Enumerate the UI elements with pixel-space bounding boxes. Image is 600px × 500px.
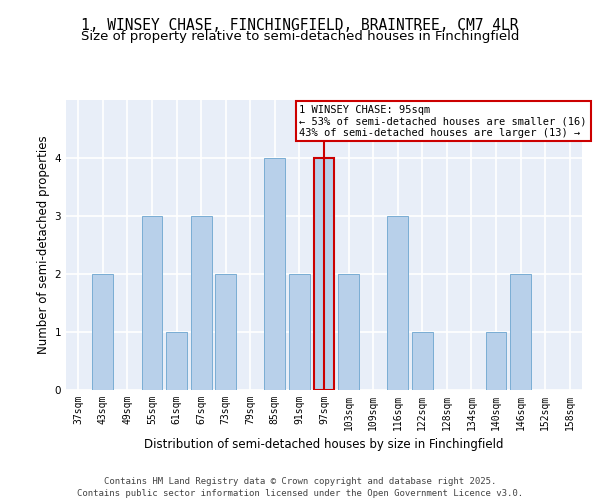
Bar (485, 332, 506, 390)
Bar (387, 216, 408, 390)
Bar (191, 216, 212, 390)
Bar (215, 274, 236, 390)
Bar (142, 216, 163, 390)
Bar (338, 274, 359, 390)
X-axis label: Distribution of semi-detached houses by size in Finchingfield: Distribution of semi-detached houses by … (144, 438, 504, 452)
Text: 1, WINSEY CHASE, FINCHINGFIELD, BRAINTREE, CM7 4LR: 1, WINSEY CHASE, FINCHINGFIELD, BRAINTRE… (81, 18, 519, 32)
Bar (314, 158, 334, 390)
Bar (289, 274, 310, 390)
Bar (166, 332, 187, 390)
Text: 1 WINSEY CHASE: 95sqm
← 53% of semi-detached houses are smaller (16)
43% of semi: 1 WINSEY CHASE: 95sqm ← 53% of semi-deta… (299, 104, 587, 138)
Bar (412, 332, 433, 390)
Bar (265, 158, 286, 390)
Bar (92, 274, 113, 390)
Bar (510, 274, 531, 390)
Text: Contains HM Land Registry data © Crown copyright and database right 2025.
Contai: Contains HM Land Registry data © Crown c… (77, 476, 523, 498)
Text: Size of property relative to semi-detached houses in Finchingfield: Size of property relative to semi-detach… (81, 30, 519, 43)
Y-axis label: Number of semi-detached properties: Number of semi-detached properties (37, 136, 50, 354)
